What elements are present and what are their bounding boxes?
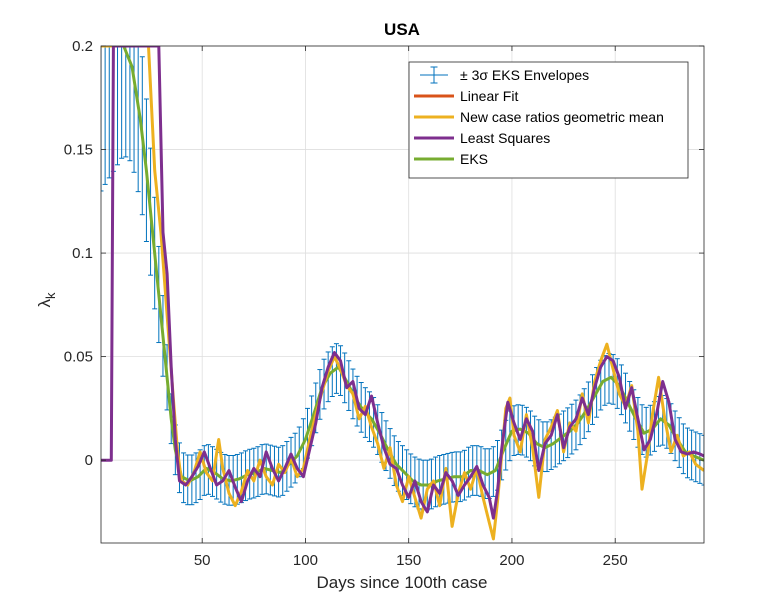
legend-entry: EKS: [414, 151, 488, 167]
y-tick-label: 0.05: [64, 349, 93, 366]
legend-entry: Least Squares: [414, 130, 550, 146]
x-axis-label: Days since 100th case: [316, 573, 487, 592]
legend: ± 3σ EKS Envelopes Linear Fit New case rat…: [408, 61, 689, 179]
y-tick-label: 0.1: [72, 245, 93, 262]
legend-label: Linear Fit: [460, 88, 518, 104]
envelope-errorbar: [102, 46, 108, 185]
series-line-new-case-ratios-geometric-mean: [101, 46, 704, 541]
legend-entry: ± 3σ EKS Envelopes: [420, 66, 589, 84]
svg-text:λk: λk: [35, 292, 58, 308]
series-lines: [101, 46, 704, 541]
legend-label: New case ratios geometric mean: [460, 109, 664, 125]
axis-ticks: 50 100 150 200 250 0 0.05 0.1 0.15 0.2: [64, 38, 704, 569]
plot-frame: [100, 45, 705, 544]
legend-label: Least Squares: [460, 130, 550, 146]
legend-label: EKS: [460, 151, 488, 167]
envelope-errorbar: [701, 434, 704, 486]
chart-title: USA: [384, 20, 420, 39]
legend-entry: Linear Fit: [414, 88, 518, 104]
x-tick-label: 50: [194, 552, 211, 569]
x-tick-label: 150: [396, 552, 421, 569]
series-line-eks: [101, 46, 704, 487]
y-tick-label: 0.15: [64, 142, 93, 159]
x-tick-label: 200: [499, 552, 524, 569]
legend-label: ± 3σ EKS Envelopes: [460, 67, 589, 83]
legend-box: [408, 61, 689, 179]
y-tick-label: 0.2: [72, 38, 93, 55]
y-axis-label-sub: k: [43, 292, 58, 299]
y-tick-label: 0: [85, 452, 93, 469]
x-tick-label: 100: [293, 552, 318, 569]
legend-entry: New case ratios geometric mean: [414, 109, 664, 125]
envelope-errorbar: [101, 46, 104, 192]
y-axis-label: λk: [35, 292, 58, 308]
envelope-errorbar: [106, 46, 112, 179]
x-tick-label: 250: [603, 552, 628, 569]
y-axis-label-main: λ: [35, 299, 54, 308]
series-line-least-squares: [101, 46, 704, 520]
